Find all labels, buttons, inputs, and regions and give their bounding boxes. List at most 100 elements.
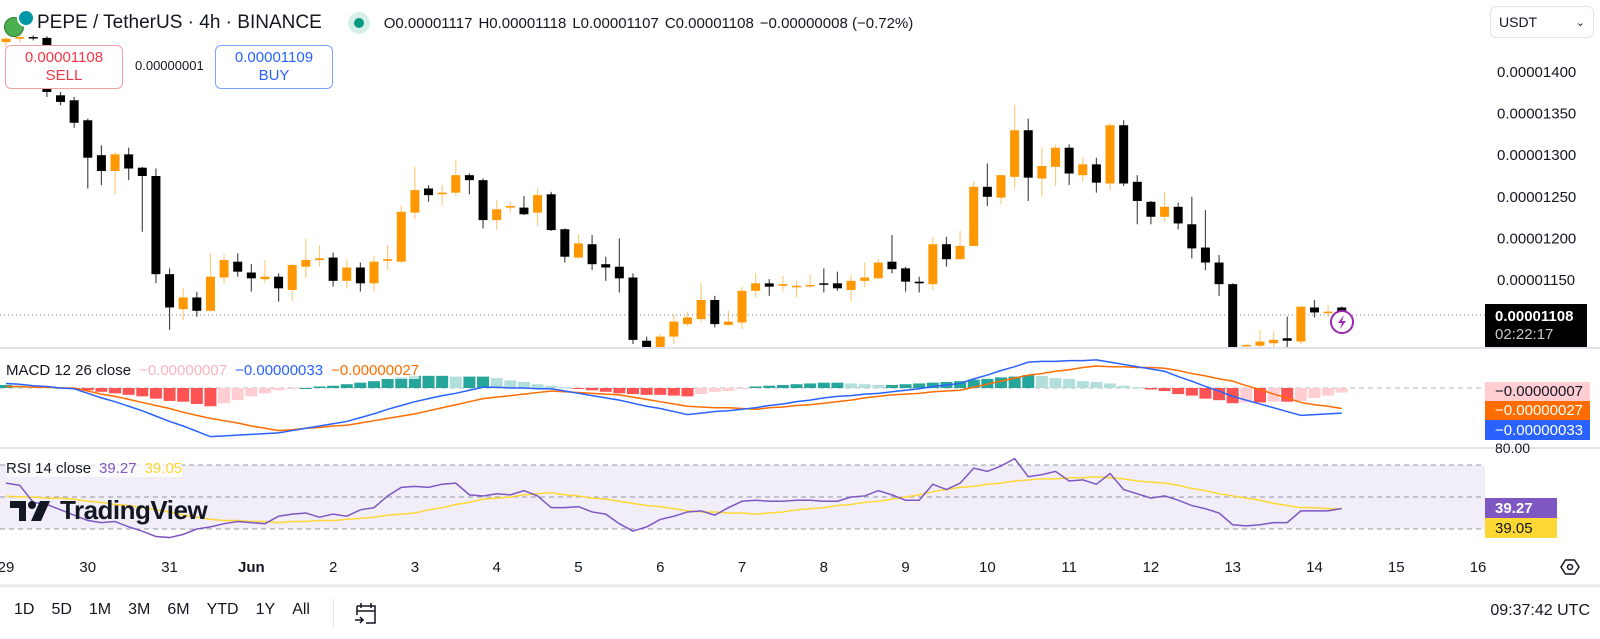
- candle-body: [887, 261, 897, 270]
- macd-histogram-bar: [204, 388, 217, 407]
- candle: [901, 266, 911, 292]
- open-value: 0.00001117: [395, 14, 473, 32]
- macd-histogram-bar: [1104, 383, 1117, 388]
- candle-body: [832, 283, 842, 289]
- candle: [860, 262, 870, 288]
- candle-body: [424, 188, 434, 196]
- sell-button[interactable]: 0.00001108 SELL: [5, 45, 123, 89]
- currency-dropdown[interactable]: USDT ⌄: [1490, 6, 1594, 38]
- settings-icon[interactable]: [1560, 559, 1580, 575]
- candle-body: [1010, 130, 1020, 177]
- price-tick-label: 0.00001300: [1497, 147, 1576, 164]
- candle: [165, 268, 175, 330]
- candle-body: [192, 297, 202, 311]
- candle-body: [328, 257, 338, 281]
- candle: [710, 295, 720, 328]
- macd-histogram-bar: [1144, 388, 1157, 390]
- range-button-3m[interactable]: 3M: [128, 601, 151, 618]
- macd-histogram-bar: [599, 388, 612, 392]
- market-status-icon[interactable]: [347, 12, 370, 34]
- macd-histogram-bar: [1090, 381, 1103, 388]
- candle: [1023, 118, 1033, 201]
- candle-body: [1200, 247, 1210, 263]
- go-to-date-icon[interactable]: [352, 599, 380, 627]
- range-button-5d[interactable]: 5D: [51, 601, 72, 618]
- macd-histogram-bar: [558, 387, 571, 389]
- open-label: O: [383, 14, 396, 32]
- last-price-label: 0.00001108 02:22:17: [1485, 304, 1587, 347]
- macd-histogram-bar: [245, 388, 258, 397]
- high-label: H: [478, 14, 490, 32]
- exchange-logo: [17, 9, 35, 27]
- candle-body: [1255, 341, 1265, 346]
- macd-histogram-bar: [286, 388, 299, 389]
- candle: [1119, 120, 1129, 186]
- macd-legend[interactable]: MACD 12 26 close −0.00000007 −0.00000033…: [6, 362, 420, 379]
- time-tick-label: 12: [1143, 559, 1160, 576]
- candle-body: [124, 154, 134, 169]
- macd-histogram-bar: [177, 388, 190, 402]
- candle-body: [710, 299, 720, 325]
- candle: [355, 262, 365, 292]
- candle-body: [342, 267, 352, 281]
- macd-histogram-bar: [667, 388, 680, 396]
- candle-body: [137, 167, 147, 176]
- last-price-value: 0.00001108: [1495, 307, 1574, 325]
- candle-body: [914, 281, 924, 284]
- candle-body: [519, 207, 529, 215]
- candle: [246, 264, 256, 292]
- candle: [1214, 255, 1224, 296]
- candle-body: [274, 276, 284, 289]
- toolbar-divider: [333, 599, 334, 627]
- macd-histogram-bar: [354, 382, 367, 388]
- symbol-title[interactable]: PEPE / TetherUS · 4h · BINANCE: [37, 12, 322, 33]
- candle-body: [1064, 147, 1074, 174]
- candle-body: [1105, 125, 1115, 184]
- macd-histogram-bar: [1049, 378, 1062, 388]
- time-tick-label: 5: [574, 559, 582, 576]
- candle: [342, 259, 352, 289]
- candle-body: [437, 192, 447, 195]
- macd-pane: [0, 359, 1485, 438]
- macd-histogram-bar: [81, 388, 94, 391]
- range-button-1m[interactable]: 1M: [88, 601, 112, 618]
- rsi-legend[interactable]: RSI 14 close 39.27 39.05: [6, 460, 183, 477]
- candle: [1091, 157, 1101, 193]
- macd-histogram-bar: [163, 388, 176, 401]
- candle-body: [601, 264, 611, 268]
- range-button-6m[interactable]: 6M: [167, 601, 190, 618]
- bar-countdown: 02:22:17: [1495, 325, 1554, 343]
- time-tick-label: 4: [493, 559, 501, 576]
- buy-price: 0.00001109: [234, 49, 314, 66]
- time-tick-label: 6: [656, 559, 664, 576]
- time-tick-label: 31: [161, 559, 178, 576]
- candle-body: [246, 272, 256, 279]
- tradingview-watermark[interactable]: TradingView: [10, 495, 208, 526]
- candle: [873, 259, 883, 280]
- range-button-all[interactable]: All: [292, 601, 310, 618]
- macd-histogram-bar: [422, 375, 435, 388]
- time-tick-label: 2: [329, 559, 337, 576]
- candle: [192, 291, 202, 317]
- macd-histogram-bar: [1213, 388, 1226, 401]
- candle: [1296, 306, 1306, 345]
- macd-histogram-bar: [736, 388, 749, 389]
- time-tick-label: 14: [1306, 559, 1323, 576]
- range-button-1y[interactable]: 1Y: [255, 601, 276, 618]
- candle: [1255, 329, 1265, 348]
- lightning-icon[interactable]: [1330, 310, 1354, 334]
- candle: [887, 235, 897, 274]
- buy-button[interactable]: 0.00001109 BUY: [215, 45, 333, 89]
- low-label: L: [572, 14, 581, 32]
- time-tick-label: 3: [411, 559, 419, 576]
- range-button-1d[interactable]: 1D: [14, 601, 35, 618]
- time-tick-label: 11: [1061, 559, 1077, 576]
- range-button-ytd[interactable]: YTD: [206, 601, 239, 618]
- macd-histogram-bar: [517, 381, 530, 388]
- macd-histogram-bar: [1253, 388, 1266, 403]
- macd-histogram-bar: [994, 377, 1007, 388]
- candle: [301, 238, 311, 279]
- candle-body: [1160, 206, 1170, 217]
- candle-body: [219, 260, 229, 278]
- utc-clock[interactable]: 09:37:42 UTC: [1490, 602, 1590, 619]
